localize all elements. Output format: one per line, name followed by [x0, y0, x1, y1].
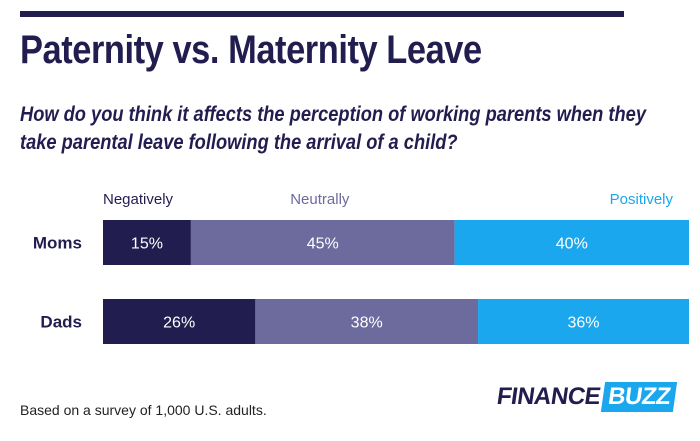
bar-dads-negatively [103, 299, 256, 344]
data-label-moms-negatively: 15% [131, 236, 163, 253]
top-rule [20, 11, 624, 17]
data-label-dads-neutrally: 38% [351, 315, 383, 332]
category-label-dads: Dads [40, 313, 82, 332]
category-label-moms: Moms [33, 234, 82, 253]
page-title: Paternity vs. Maternity Leave [20, 28, 482, 72]
bar-moms-neutrally [190, 220, 455, 265]
bar-dads-neutrally [255, 299, 479, 344]
legend-label-negatively: Negatively [103, 191, 174, 208]
data-label-moms-positively: 40% [556, 236, 588, 253]
data-label-dads-negatively: 26% [163, 315, 195, 332]
chart-subtitle: How do you think it affects the percepti… [20, 103, 646, 154]
stacked-bar-chart: Negatively Neutrally Positively Moms 15% 45% 4… [33, 191, 689, 344]
logo-finance-text: FINANCE [495, 383, 603, 410]
bar-dads-positively [478, 299, 689, 344]
bar-moms-positively [454, 220, 689, 265]
legend-label-positively: Positively [610, 191, 674, 208]
logo-buzz-text: BUZZ [601, 382, 678, 412]
data-label-dads-positively: 36% [568, 315, 600, 332]
financebuzz-logo: FINANCE BUZZ [495, 382, 678, 412]
bar-moms-negatively [103, 220, 191, 265]
footnote: Based on a survey of 1,000 U.S. adults. [20, 402, 267, 418]
data-label-moms-neutrally: 45% [307, 236, 339, 253]
legend-label-neutrally: Neutrally [290, 191, 350, 208]
